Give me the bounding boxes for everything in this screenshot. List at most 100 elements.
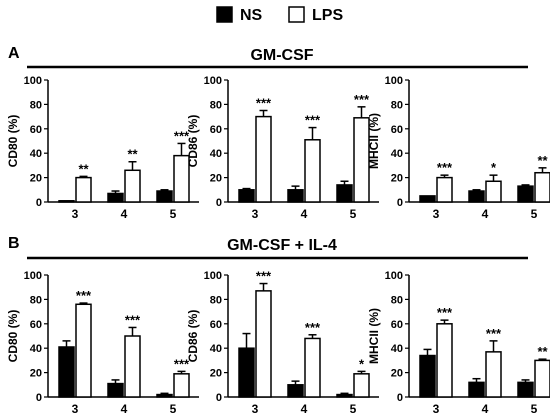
significance-label: ** xyxy=(127,147,138,162)
x-tick-label: 3 xyxy=(72,402,79,415)
bar-ns xyxy=(287,384,304,398)
bar-ns xyxy=(107,382,124,398)
bar-lps xyxy=(534,359,550,398)
significance-label: * xyxy=(359,356,365,371)
y-tick-label: 80 xyxy=(210,294,222,306)
y-axis-title: CD80 (%) xyxy=(6,310,20,363)
x-tick-label: 5 xyxy=(170,207,177,221)
chart-b-mhcii: 0 20 40 60 80 100 MHCII (%) *** 3 *** 4 ** 5 xyxy=(367,270,550,415)
bar-lps xyxy=(75,303,92,398)
y-tick-label: 20 xyxy=(210,173,222,185)
legend-label-ns: NS xyxy=(240,7,263,24)
bar-ns xyxy=(468,190,485,203)
y-tick-label: 0 xyxy=(36,197,42,209)
y-tick-label: 100 xyxy=(385,75,403,87)
bar-ns xyxy=(156,393,173,398)
significance-label: *** xyxy=(256,96,272,111)
x-tick-label: 4 xyxy=(121,402,128,415)
significance-label: *** xyxy=(256,269,272,284)
significance-label: ** xyxy=(78,161,89,176)
legend-swatch-ns xyxy=(216,6,233,23)
y-tick-label: 40 xyxy=(210,148,222,160)
x-tick-label: 3 xyxy=(433,207,440,221)
bar-lps xyxy=(124,335,141,398)
bar-lps xyxy=(353,373,370,398)
y-tick-label: 60 xyxy=(30,124,42,136)
significance-label: ** xyxy=(537,153,548,168)
bar-lps xyxy=(304,139,321,203)
significance-label: *** xyxy=(486,326,502,341)
significance-label: *** xyxy=(305,320,321,335)
bar-ns xyxy=(238,189,255,203)
x-tick-label: 5 xyxy=(350,402,357,415)
chart-a-mhcii: 0 20 40 60 80 100 MHCII (%) *** 3 * 4 ** 5 xyxy=(367,75,550,221)
x-tick-label: 4 xyxy=(121,207,128,221)
bar-lps xyxy=(436,323,453,398)
bar-lps xyxy=(304,337,321,398)
x-tick-label: 3 xyxy=(252,207,259,221)
y-tick-label: 100 xyxy=(385,270,403,282)
y-tick-label: 80 xyxy=(30,99,42,111)
y-tick-label: 0 xyxy=(216,392,222,404)
x-tick-label: 3 xyxy=(72,207,79,221)
y-tick-label: 20 xyxy=(391,173,403,185)
bar-lps xyxy=(255,115,272,203)
bar-ns xyxy=(107,192,124,203)
bar-ns xyxy=(156,190,173,203)
bar-ns xyxy=(517,185,534,203)
y-axis-title: CD86 (%) xyxy=(186,310,200,363)
y-tick-label: 40 xyxy=(30,343,42,355)
x-tick-label: 5 xyxy=(531,207,538,221)
significance-label: *** xyxy=(305,113,321,128)
y-tick-label: 100 xyxy=(204,270,222,282)
y-tick-label: 80 xyxy=(210,99,222,111)
bar-ns xyxy=(287,189,304,203)
panel-b-title: GM-CSF + IL-4 xyxy=(227,237,337,254)
y-tick-label: 80 xyxy=(391,99,403,111)
y-tick-label: 60 xyxy=(391,124,403,136)
chart-b-cd80: 0 20 40 60 80 100 CD80 (%) *** 3 *** 4 *** 5 xyxy=(6,270,199,415)
x-tick-label: 4 xyxy=(301,402,308,415)
y-axis-title: MHCII (%) xyxy=(367,308,381,364)
chart-a-cd86: 0 20 40 60 80 100 CD86 (%) *** 3 *** 4 *** 5 xyxy=(186,75,379,221)
y-tick-label: 0 xyxy=(36,392,42,404)
y-tick-label: 40 xyxy=(30,148,42,160)
y-tick-label: 100 xyxy=(204,75,222,87)
y-tick-label: 20 xyxy=(210,368,222,380)
bar-lps xyxy=(124,169,141,203)
legend: NS LPS xyxy=(216,6,343,24)
significance-label: ** xyxy=(537,344,548,359)
y-axis-title: CD86 (%) xyxy=(186,115,200,168)
bar-ns xyxy=(468,381,485,398)
bar-lps xyxy=(255,290,272,398)
significance-label: *** xyxy=(174,128,190,143)
y-tick-label: 40 xyxy=(391,148,403,160)
y-tick-label: 0 xyxy=(397,197,403,209)
significance-label: * xyxy=(491,160,497,175)
bar-lps xyxy=(485,351,502,398)
panel-a-letter: A xyxy=(8,45,20,62)
bar-ns xyxy=(419,195,436,203)
bar-ns xyxy=(336,393,353,398)
bar-ns xyxy=(238,347,255,398)
bar-ns xyxy=(58,200,75,203)
bar-ns xyxy=(336,184,353,203)
y-axis-title: MHCII (%) xyxy=(367,113,381,169)
x-tick-label: 5 xyxy=(350,207,357,221)
legend-label-lps: LPS xyxy=(312,7,343,24)
legend-swatch-lps xyxy=(288,6,305,23)
y-tick-label: 0 xyxy=(216,197,222,209)
y-tick-label: 60 xyxy=(30,319,42,331)
y-tick-label: 20 xyxy=(391,368,403,380)
significance-label: *** xyxy=(437,160,453,175)
bar-lps xyxy=(173,373,190,398)
x-tick-label: 5 xyxy=(531,402,538,415)
x-tick-label: 3 xyxy=(433,402,440,415)
y-tick-label: 40 xyxy=(391,343,403,355)
significance-label: *** xyxy=(437,305,453,320)
y-tick-label: 20 xyxy=(30,173,42,185)
x-tick-label: 5 xyxy=(170,402,177,415)
bar-ns xyxy=(419,354,436,398)
y-tick-label: 80 xyxy=(391,294,403,306)
